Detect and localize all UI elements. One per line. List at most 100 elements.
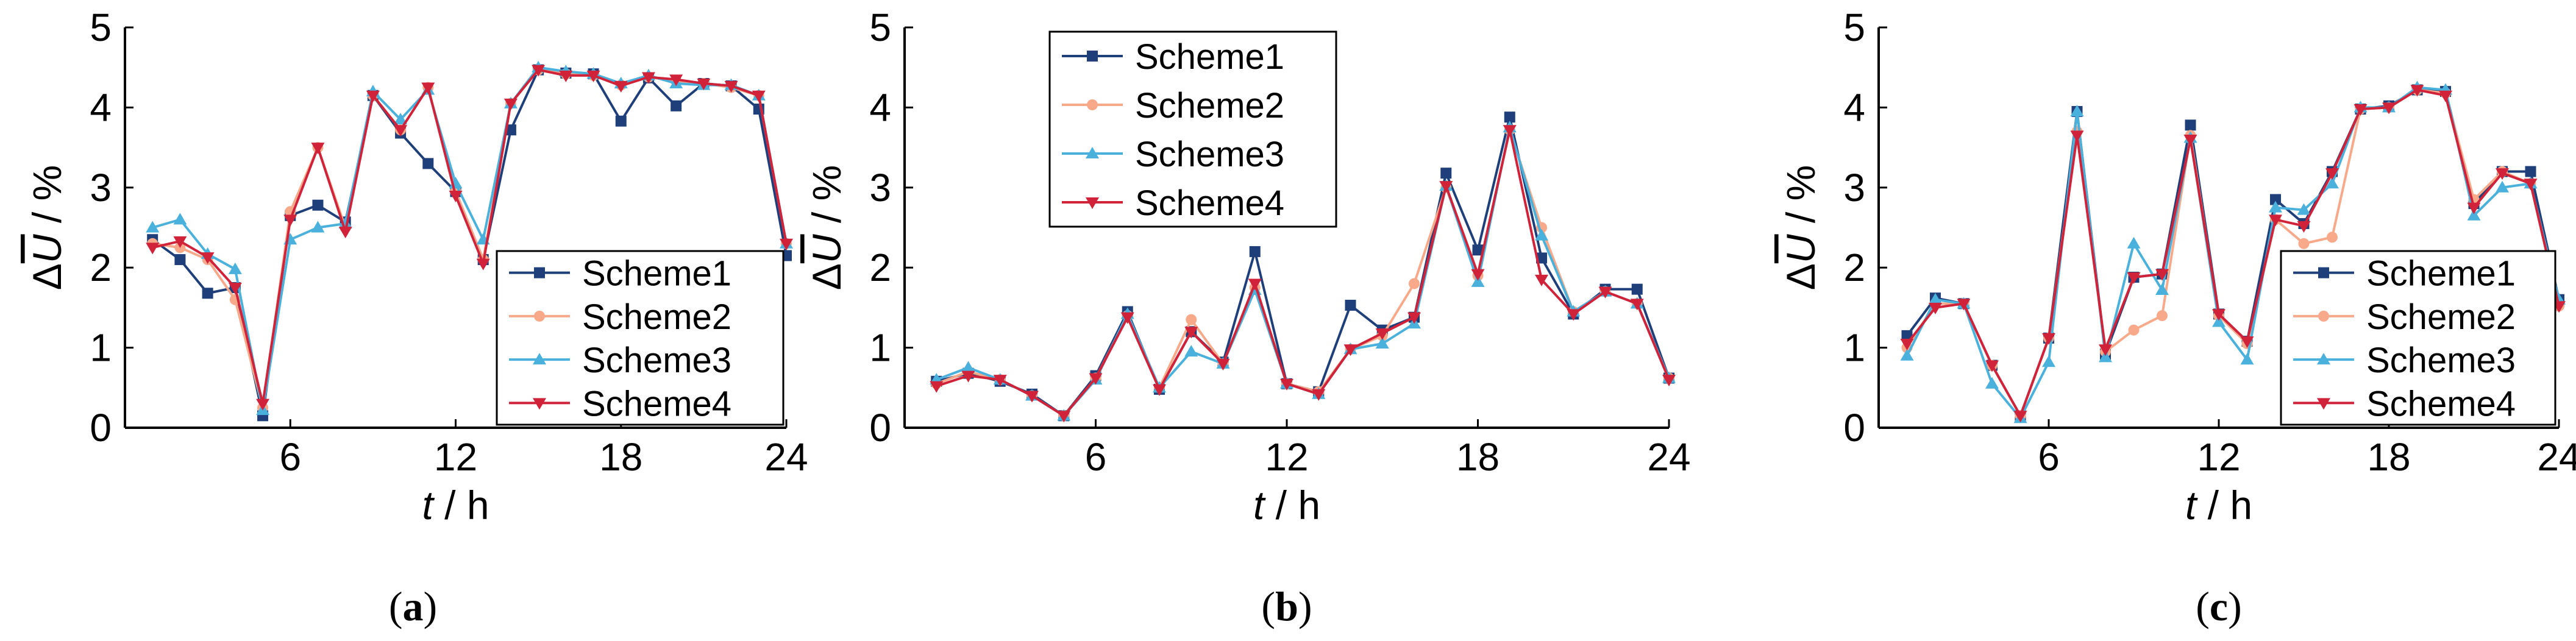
data-point-scheme3 [2240,353,2254,365]
data-point-scheme3 [394,113,408,125]
data-point-scheme4 [1216,358,1230,370]
data-point-scheme4 [256,398,270,411]
y-tick-label: 0 [869,406,891,450]
data-point-scheme3 [961,361,975,373]
y-axis-label: ΔU / % [24,165,69,290]
data-point-scheme3 [1985,377,1999,389]
data-point-scheme3 [2325,177,2339,189]
y-tick-label: 5 [1843,5,1865,49]
data-point-scheme4 [1089,373,1103,385]
y-tick-label: 4 [90,85,112,129]
data-point-scheme4 [724,80,738,93]
data-point-scheme3 [1375,337,1389,349]
y-tick-label: 2 [869,246,891,289]
y-tick-label: 2 [90,246,112,289]
data-point-scheme4 [2496,168,2509,180]
legend-box [496,250,785,426]
data-point-scheme4 [2382,102,2396,115]
data-point-scheme1 [2525,166,2536,177]
data-point-scheme4 [1567,309,1581,321]
data-point-scheme4 [930,381,944,393]
data-point-scheme1 [1249,246,1261,257]
data-point-scheme4 [2042,333,2055,345]
data-point-scheme3 [2099,350,2112,363]
data-point-scheme4 [961,370,975,383]
y-tick-label: 5 [869,5,891,49]
data-point-scheme4 [780,238,793,250]
series-scheme4 [146,65,793,411]
data-point-scheme4 [1630,299,1644,311]
x-tick-label: 24 [764,435,808,479]
data-point-scheme4 [1985,360,1999,372]
data-point-scheme1 [1536,252,1547,264]
data-point-scheme3 [311,221,325,233]
data-point-scheme1 [505,124,516,136]
legend-marker-scheme3 [2317,353,2330,365]
data-point-scheme3 [2155,283,2169,295]
panel-label-close: ) [2228,583,2242,629]
data-point-scheme3 [1471,275,1485,287]
data-point-scheme4 [338,227,352,239]
series-line-scheme4 [152,68,788,405]
data-point-scheme3 [1900,349,1914,361]
data-point-scheme4 [1957,299,1971,311]
data-point-scheme3 [2496,180,2509,193]
y-axis-label-unit: / % [804,165,849,235]
panel-label-open: ( [2196,583,2210,629]
y-tick-label: 4 [1843,85,1865,129]
data-point-scheme1 [312,199,324,211]
y-tick-label: 5 [90,5,112,49]
panel-label-close: ) [1298,583,1312,629]
data-point-scheme4 [1343,344,1357,356]
data-point-scheme3 [2269,200,2282,213]
data-point-scheme1 [422,158,434,169]
y-axis-label-prefix: Δ [804,263,849,290]
y-axis-label-prefix: Δ [1778,263,1823,290]
data-point-scheme4 [2240,336,2254,349]
data-point-scheme2 [2327,232,2338,243]
data-point-scheme1 [1631,283,1643,295]
x-axis-label: t / h [2185,483,2252,528]
data-point-scheme4 [283,214,297,227]
y-axis-label-prefix: Δ [24,263,69,290]
legend-label-scheme2: Scheme2 [582,297,731,337]
x-axis-label-unit: / h [433,483,489,528]
data-point-scheme4 [1184,327,1198,339]
data-point-scheme1 [202,288,213,299]
data-point-scheme4 [476,258,490,271]
data-point-scheme4 [366,90,380,102]
y-tick-label: 3 [1843,166,1865,210]
data-point-scheme3 [1535,228,1548,241]
y-tick-label: 0 [1843,406,1865,450]
y-tick-label: 1 [1843,326,1865,370]
data-point-scheme4 [1407,312,1421,324]
data-point-scheme2 [2157,310,2168,322]
data-point-scheme1 [1345,299,1356,311]
legend-label-scheme1: Scheme1 [2366,254,2516,294]
x-axis-label-unit: / h [1264,483,1320,528]
x-axis-label-var: t [2185,483,2198,528]
data-point-scheme3 [2042,355,2055,367]
series-line-scheme4 [1905,88,2560,419]
panel-label-close: ) [424,583,438,629]
data-point-scheme4 [421,82,435,94]
data-point-scheme4 [503,98,518,110]
data-point-scheme1 [615,115,627,127]
data-point-scheme4 [1439,181,1453,193]
legend-label-scheme3: Scheme3 [1135,135,1284,174]
data-point-scheme3 [2467,208,2481,221]
data-point-scheme4 [1662,375,1676,387]
x-axis-label-unit: / h [2196,483,2252,528]
data-point-scheme4 [752,90,766,102]
y-tick-label: 3 [869,166,891,210]
data-point-scheme3 [1929,292,1942,305]
x-tick-label: 6 [2038,435,2060,479]
data-point-scheme4 [669,74,683,87]
panel-label: (b) [1261,583,1312,629]
legend-marker-scheme4 [533,398,546,410]
